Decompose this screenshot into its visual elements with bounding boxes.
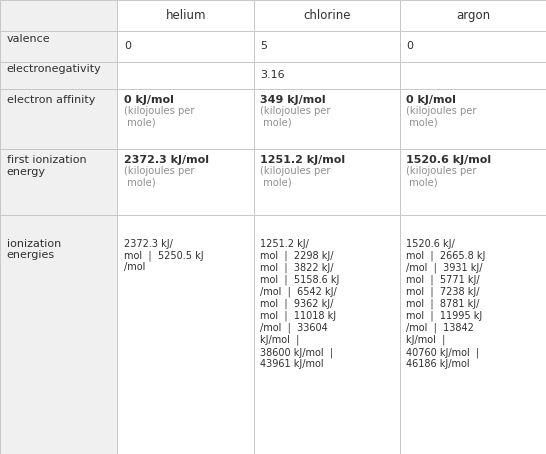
Text: argon: argon <box>456 9 490 22</box>
Bar <box>0 62 117 89</box>
Text: ionization
energies: ionization energies <box>7 239 61 260</box>
Text: (kilojoules per
 mole): (kilojoules per mole) <box>124 166 194 188</box>
Bar <box>254 149 400 215</box>
Bar <box>117 149 254 215</box>
Text: 1251.2 kJ/
mol  |  2298 kJ/
mol  |  3822 kJ/
mol  |  5158.6 kJ
/mol  |  6542 kJ/: 1251.2 kJ/ mol | 2298 kJ/ mol | 3822 kJ/… <box>260 239 340 369</box>
Bar <box>400 89 546 149</box>
Text: first ionization
energy: first ionization energy <box>7 155 86 177</box>
Text: valence: valence <box>7 34 50 44</box>
Bar <box>0 89 117 149</box>
Bar <box>400 31 546 62</box>
Bar <box>254 62 400 89</box>
Bar <box>117 215 254 454</box>
Text: (kilojoules per
 mole): (kilojoules per mole) <box>406 106 477 128</box>
Text: (kilojoules per
 mole): (kilojoules per mole) <box>260 166 331 188</box>
Bar <box>400 215 546 454</box>
Text: 2372.3 kJ/
mol  |  5250.5 kJ
/mol: 2372.3 kJ/ mol | 5250.5 kJ /mol <box>124 239 204 272</box>
Text: 1520.6 kJ/mol: 1520.6 kJ/mol <box>406 155 491 166</box>
Text: 1520.6 kJ/
mol  |  2665.8 kJ
/mol  |  3931 kJ/
mol  |  5771 kJ/
mol  |  7238 kJ/: 1520.6 kJ/ mol | 2665.8 kJ /mol | 3931 k… <box>406 239 485 369</box>
Text: 5: 5 <box>260 41 268 51</box>
Text: 1251.2 kJ/mol: 1251.2 kJ/mol <box>260 155 346 166</box>
Text: 349 kJ/mol: 349 kJ/mol <box>260 95 326 105</box>
Text: 3.16: 3.16 <box>260 70 285 80</box>
Text: 0: 0 <box>124 41 131 51</box>
Bar <box>254 89 400 149</box>
Bar <box>117 89 254 149</box>
Bar <box>400 0 546 31</box>
Text: 0: 0 <box>406 41 413 51</box>
Text: (kilojoules per
 mole): (kilojoules per mole) <box>260 106 331 128</box>
Text: (kilojoules per
 mole): (kilojoules per mole) <box>406 166 477 188</box>
Bar <box>254 31 400 62</box>
Text: 0 kJ/mol: 0 kJ/mol <box>406 95 456 105</box>
Bar <box>0 149 117 215</box>
Bar <box>400 62 546 89</box>
Bar <box>254 215 400 454</box>
Bar <box>400 149 546 215</box>
Bar <box>0 31 117 62</box>
Bar <box>117 62 254 89</box>
Bar <box>0 0 117 31</box>
Bar <box>254 0 400 31</box>
Text: chlorine: chlorine <box>303 9 351 22</box>
Text: 0 kJ/mol: 0 kJ/mol <box>124 95 174 105</box>
Text: electron affinity: electron affinity <box>7 95 95 105</box>
Bar <box>117 31 254 62</box>
Text: (kilojoules per
 mole): (kilojoules per mole) <box>124 106 194 128</box>
Text: 2372.3 kJ/mol: 2372.3 kJ/mol <box>124 155 209 166</box>
Text: electronegativity: electronegativity <box>7 64 102 74</box>
Bar <box>117 0 254 31</box>
Text: helium: helium <box>165 9 206 22</box>
Bar <box>0 215 117 454</box>
